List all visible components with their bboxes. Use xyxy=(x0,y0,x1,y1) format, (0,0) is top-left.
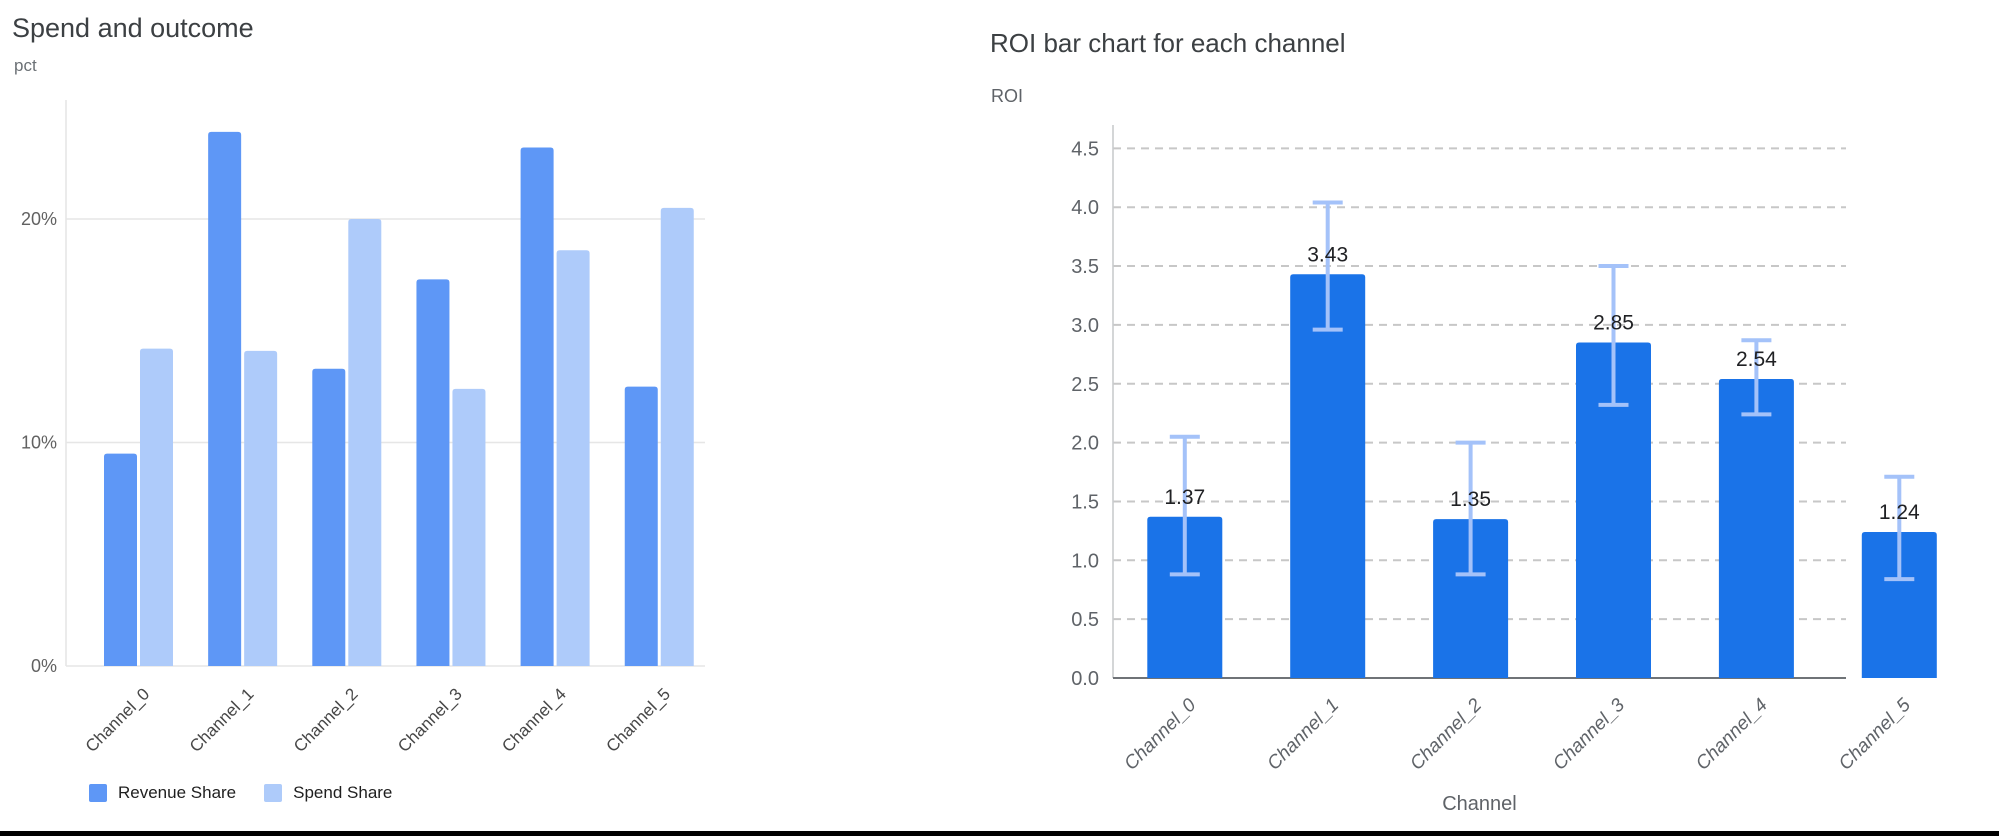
y-tick-label: 4.5 xyxy=(1071,138,1099,160)
y-tick-label: 20% xyxy=(21,209,57,229)
x-category-label: Channel_3 xyxy=(1549,694,1629,774)
x-category-label: Channel_0 xyxy=(1120,694,1200,774)
y-tick-label: 1.5 xyxy=(1071,491,1099,513)
bar-value-label: 1.24 xyxy=(1879,501,1920,524)
x-category-label: Channel_2 xyxy=(1406,694,1486,774)
left-chart-plot-area: 0% 10% 20% Channel_0 Channel_1 Channel_2 Chann… xyxy=(0,0,760,838)
bar-revenue-share-channel_1 xyxy=(208,131,242,666)
bar-revenue-share-channel_0 xyxy=(104,453,137,666)
spend-share-swatch-icon xyxy=(264,784,283,802)
bar-value-label: 2.85 xyxy=(1593,312,1634,335)
bar-spend-share-channel_2 xyxy=(348,219,382,666)
x-category-label: Channel_1 xyxy=(1263,695,1343,775)
bar-revenue-share-channel_3 xyxy=(416,279,450,666)
y-tick-label: 2.0 xyxy=(1071,433,1099,455)
bar-revenue-share-channel_5 xyxy=(624,386,658,666)
y-tick-label: 2.5 xyxy=(1071,374,1099,396)
revenue-share-swatch-icon xyxy=(89,784,107,802)
right-chart-svg: 0.0 0.5 1.0 1.5 2.0 2.5 3.0 3.5 4.0 4.5 1.37 3.43 1.… xyxy=(1071,125,1937,815)
bar-channel_2 xyxy=(1433,519,1509,678)
x-category-label: Channel_1 xyxy=(186,684,258,756)
right-chart-plot-area: 0.0 0.5 1.0 1.5 2.0 2.5 3.0 3.5 4.0 4.5 1.37 3.43 1.… xyxy=(980,0,1999,838)
bar-channel_1 xyxy=(1290,274,1366,678)
left-chart-y-axis-label: pct xyxy=(14,56,37,75)
y-tick-label: 4.0 xyxy=(1071,197,1099,219)
y-tick-label: 3.0 xyxy=(1071,315,1099,337)
y-tick-label: 0.0 xyxy=(1071,668,1099,690)
y-tick-label: 3.5 xyxy=(1071,256,1099,278)
y-tick-label: 0.5 xyxy=(1071,609,1099,631)
bar-channel_5 xyxy=(1861,532,1937,678)
right-chart-y-axis-label: ROI xyxy=(991,86,1024,106)
bottom-divider-rule xyxy=(0,831,1999,836)
legend-item-revenue-share: Revenue Share xyxy=(89,783,236,803)
x-category-label: Channel_4 xyxy=(498,684,570,756)
x-category-label: Channel_2 xyxy=(290,684,362,756)
y-tick-label: 1.0 xyxy=(1071,550,1099,572)
bar-spend-share-channel_0 xyxy=(140,348,173,666)
x-axis-title: Channel xyxy=(1442,793,1517,815)
left-chart-svg: 0% 10% 20% Channel_0 Channel_1 Channel_2 Chann… xyxy=(21,100,705,756)
bar-channel_3 xyxy=(1576,342,1651,678)
x-category-label: Channel_0 xyxy=(82,684,154,756)
x-category-label: Channel_4 xyxy=(1692,695,1772,775)
y-tick-label: 10% xyxy=(21,433,57,453)
right-chart-title: ROI bar chart for each channel xyxy=(990,28,1346,58)
bar-value-label: 1.35 xyxy=(1450,488,1491,511)
bar-channel_0 xyxy=(1147,516,1223,678)
bar-spend-share-channel_5 xyxy=(660,207,694,666)
legend-label-revenue-share: Revenue Share xyxy=(118,783,237,802)
bar-revenue-share-channel_2 xyxy=(312,368,346,666)
bar-spend-share-channel_1 xyxy=(244,350,278,666)
left-chart-legend: Revenue Share Spend Share xyxy=(89,783,392,803)
bar-spend-share-channel_4 xyxy=(556,250,590,667)
bar-spend-share-channel_3 xyxy=(452,388,486,666)
legend-item-spend-share: Spend Share xyxy=(264,783,392,803)
bar-value-label: 2.54 xyxy=(1736,348,1777,371)
legend-label-spend-share: Spend Share xyxy=(293,783,393,802)
bar-channel_4 xyxy=(1718,379,1794,678)
bar-value-label: 1.37 xyxy=(1164,486,1205,509)
x-category-label: Channel_3 xyxy=(394,684,466,756)
bar-revenue-share-channel_4 xyxy=(520,147,554,667)
x-category-label: Channel_5 xyxy=(602,684,674,756)
bar-value-label: 3.43 xyxy=(1307,243,1348,266)
left-chart-title: Spend and outcome xyxy=(12,13,254,43)
y-tick-label: 0% xyxy=(31,656,57,676)
x-category-label: Channel_5 xyxy=(1835,694,1915,774)
